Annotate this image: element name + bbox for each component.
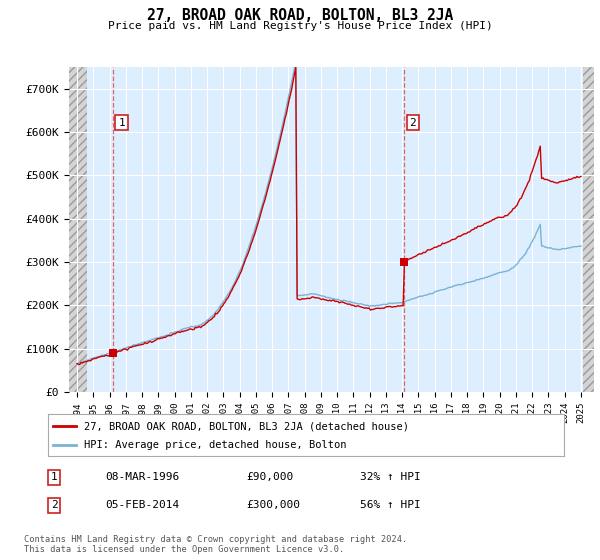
Text: 1: 1 bbox=[50, 472, 58, 482]
Text: £300,000: £300,000 bbox=[246, 500, 300, 510]
Bar bbox=[583, 67, 594, 392]
Bar bbox=[69, 67, 87, 392]
Text: £90,000: £90,000 bbox=[246, 472, 293, 482]
Text: 08-MAR-1996: 08-MAR-1996 bbox=[105, 472, 179, 482]
Text: 56% ↑ HPI: 56% ↑ HPI bbox=[360, 500, 421, 510]
Text: 1: 1 bbox=[118, 118, 125, 128]
Text: 32% ↑ HPI: 32% ↑ HPI bbox=[360, 472, 421, 482]
Text: Price paid vs. HM Land Registry's House Price Index (HPI): Price paid vs. HM Land Registry's House … bbox=[107, 21, 493, 31]
Text: 27, BROAD OAK ROAD, BOLTON, BL3 2JA (detached house): 27, BROAD OAK ROAD, BOLTON, BL3 2JA (det… bbox=[84, 421, 409, 431]
Text: 2: 2 bbox=[409, 118, 416, 128]
Text: 05-FEB-2014: 05-FEB-2014 bbox=[105, 500, 179, 510]
Text: Contains HM Land Registry data © Crown copyright and database right 2024.
This d: Contains HM Land Registry data © Crown c… bbox=[24, 535, 407, 554]
Text: 2: 2 bbox=[50, 500, 58, 510]
Text: HPI: Average price, detached house, Bolton: HPI: Average price, detached house, Bolt… bbox=[84, 440, 347, 450]
Text: 27, BROAD OAK ROAD, BOLTON, BL3 2JA: 27, BROAD OAK ROAD, BOLTON, BL3 2JA bbox=[147, 8, 453, 24]
